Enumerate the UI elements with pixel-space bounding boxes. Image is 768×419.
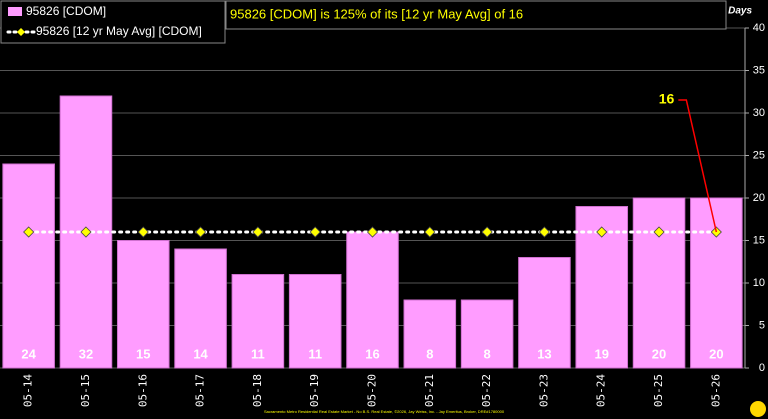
avg-marker [252, 226, 264, 238]
x-tick-label: 05-24 [595, 374, 608, 407]
bar [460, 299, 514, 369]
x-tick-label: 05-20 [366, 374, 379, 407]
annotation-line [678, 99, 718, 233]
bar [2, 163, 55, 369]
x-tick-label: 05-26 [709, 374, 722, 407]
avg-marker [538, 226, 550, 238]
legend-marker [17, 28, 25, 36]
data-label: 11 [308, 346, 322, 361]
bar [632, 197, 686, 369]
x-tick-label: 05-16 [136, 374, 149, 407]
title-box [225, 0, 727, 30]
data-label: 20 [652, 346, 666, 361]
bar [231, 274, 285, 369]
legend-label: 95826 [12 yr May Avg] [CDOM] [36, 24, 202, 38]
legend-swatch [8, 7, 22, 16]
bar [346, 231, 399, 369]
y-tick-label: 5 [759, 319, 765, 331]
bar [518, 257, 571, 369]
y-tick-label: 30 [753, 107, 765, 119]
avg-marker [481, 226, 493, 238]
data-label: 16 [365, 346, 379, 361]
legend-label: 95826 [CDOM] [26, 4, 106, 18]
data-label: 14 [193, 346, 208, 361]
data-label: 19 [594, 346, 608, 361]
x-tick-label: 05-15 [79, 374, 92, 407]
data-label: 11 [251, 346, 265, 361]
x-tick-label: 05-17 [194, 374, 207, 407]
bar [288, 274, 342, 369]
data-label: 24 [21, 346, 36, 361]
footer: Sacramento Metro Residential Real Estate… [264, 409, 505, 414]
avg-marker [424, 226, 436, 238]
bar [403, 299, 457, 369]
avg-marker [366, 226, 379, 238]
x-tick-label: 05-18 [251, 374, 264, 407]
avg-marker [653, 226, 665, 238]
chart-title: 95826 [CDOM] is 125% of its [12 yr May A… [230, 6, 523, 21]
y-tick-label: 35 [753, 64, 765, 76]
y-tick-label: 10 [753, 277, 765, 289]
bar [116, 240, 170, 369]
logo [750, 401, 766, 417]
x-tick-label: 05-21 [423, 374, 436, 407]
data-label: 8 [426, 346, 433, 361]
x-tick-label: 05-14 [22, 374, 35, 407]
bar [690, 197, 743, 369]
y-tick-label: 20 [753, 192, 765, 204]
y-tick-label: 25 [753, 149, 765, 161]
y-tick-label: 40 [753, 22, 765, 34]
legend-box [0, 0, 226, 44]
y-tick-label: 15 [753, 234, 765, 246]
x-tick-label: 05-23 [537, 374, 550, 407]
x-tick-label: 05-25 [652, 374, 665, 407]
avg-marker [195, 226, 207, 238]
annotation: 16 [659, 91, 675, 107]
y-tick-label: 0 [759, 362, 765, 374]
avg-marker [137, 226, 149, 238]
data-label: 13 [537, 346, 551, 361]
bar [174, 248, 227, 369]
avg-marker [309, 226, 321, 238]
avg-marker [23, 226, 35, 238]
data-label: 20 [709, 346, 723, 361]
data-label: 32 [79, 346, 93, 361]
avg-marker [596, 226, 608, 238]
avg-marker [80, 226, 92, 238]
data-label: 15 [136, 346, 150, 361]
x-tick-label: 05-19 [308, 374, 321, 407]
data-label: 8 [483, 346, 490, 361]
x-tick-label: 05-22 [480, 374, 493, 407]
y-axis-label: Days [728, 6, 752, 17]
